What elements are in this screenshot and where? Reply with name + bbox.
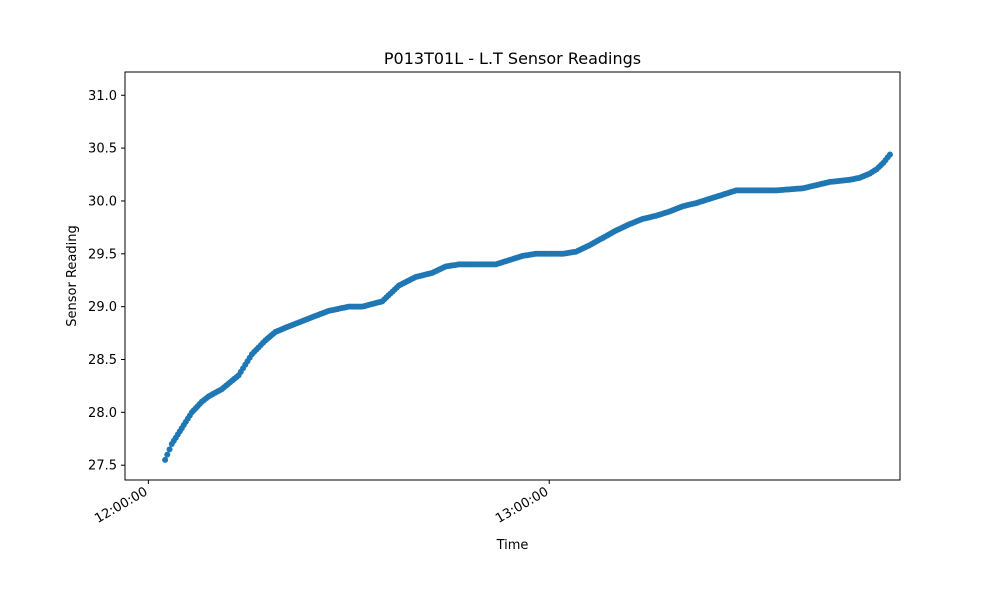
- x-axis: 12:00:00 13:00:00: [92, 480, 551, 527]
- y-tick-label: 29.0: [88, 300, 117, 315]
- data-points: [162, 151, 893, 463]
- data-point: [886, 151, 893, 158]
- data-point: [164, 451, 171, 458]
- y-tick-label: 31.0: [88, 89, 117, 104]
- data-point: [162, 456, 169, 463]
- x-tick-label: 13:00:00: [493, 484, 551, 526]
- y-axis: 27.5 28.0 28.5 29.0 29.5 30.0 30.5 31.0: [88, 89, 125, 474]
- chart-title: P013T01L - L.T Sensor Readings: [384, 49, 641, 68]
- y-tick-label: 28.0: [88, 406, 117, 421]
- y-axis-title: Sensor Reading: [65, 225, 80, 326]
- x-tick-label: 12:00:00: [92, 484, 150, 526]
- plot-frame: [124, 71, 901, 481]
- y-tick-label: 28.5: [88, 353, 117, 368]
- data-point: [166, 446, 173, 453]
- y-tick-label: 30.5: [88, 142, 117, 157]
- y-tick-label: 27.5: [88, 459, 117, 474]
- plot-area: [124, 71, 901, 481]
- y-tick-label: 29.5: [88, 247, 117, 262]
- y-tick-label: 30.0: [88, 194, 117, 209]
- x-axis-title: Time: [496, 538, 529, 553]
